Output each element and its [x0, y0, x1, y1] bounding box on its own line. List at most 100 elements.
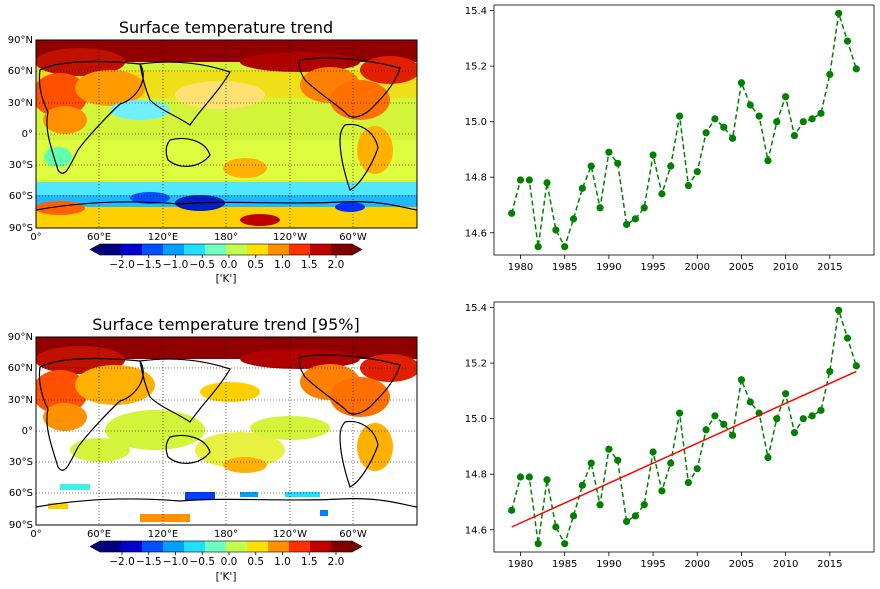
- lon-tick: 60°W: [339, 232, 367, 243]
- x-tick-label: 2015: [817, 559, 842, 570]
- data-point: [587, 459, 595, 467]
- data-point: [693, 168, 701, 176]
- data-point: [605, 148, 613, 156]
- colorbar-segment: [247, 541, 269, 552]
- data-point: [808, 412, 816, 420]
- colorbar-extend-high: [351, 243, 363, 256]
- data-point: [622, 220, 631, 229]
- x-tick-label: 2010: [773, 559, 798, 570]
- data-point: [675, 112, 684, 120]
- data-point: [667, 459, 675, 467]
- lat-tick: 90°S: [9, 223, 33, 234]
- colorbar-tick: 2.0: [328, 556, 345, 568]
- data-point: [667, 162, 675, 170]
- colorbar-tick: 1.0: [274, 259, 291, 271]
- lat-ticks: 90°N 60°N 30°N 0° 30°S 60°S 90°S: [8, 35, 33, 234]
- x-tick-label: 1990: [596, 262, 621, 273]
- x-tick-label: 1980: [508, 559, 533, 570]
- data-point: [552, 523, 560, 531]
- data-point: [543, 476, 551, 484]
- colorbar-segment: [121, 244, 143, 255]
- data-point: [835, 306, 843, 314]
- lat-ticks: 90°N 60°N 30°N 0° 30°S 60°S 90°S: [8, 332, 33, 531]
- lat-tick: 30°S: [9, 457, 33, 468]
- data-point: [640, 501, 648, 509]
- lat-tick: 90°S: [9, 520, 33, 531]
- colorbar-segment: [268, 541, 290, 552]
- colorbar-segment: [289, 541, 311, 552]
- y-tick-label: 15.2: [465, 359, 487, 370]
- data-point: [693, 465, 701, 473]
- data-point: [764, 453, 772, 462]
- data-point: [578, 481, 586, 489]
- data-point: [720, 420, 728, 428]
- data-point: [790, 131, 799, 140]
- y-tick-label: 15.4: [465, 6, 487, 17]
- colorbar-segment: [268, 244, 290, 255]
- data-point: [631, 215, 639, 223]
- plot-frame: [493, 301, 875, 553]
- data-point: [508, 506, 516, 514]
- lon-tick: 120°E: [148, 529, 178, 540]
- data-point: [799, 118, 807, 126]
- x-tick-label: 1980: [508, 262, 533, 273]
- data-point: [684, 478, 693, 487]
- colorbar-tick: −2.0: [109, 556, 135, 568]
- colorbar-segment: [331, 541, 353, 552]
- lon-ticks: 0° 60°E 120°E 180° 120°W 60°W: [30, 232, 367, 243]
- data-point: [614, 456, 622, 464]
- x-tick-label: 1985: [552, 262, 577, 273]
- colorbar-segment: [142, 541, 164, 552]
- data-point: [702, 129, 710, 137]
- colorbar-segment: [205, 244, 227, 255]
- colorbar: −2.0 −1.5 −1.0 −0.5 0.0 0.5 1.0 1.5 2.0: [89, 540, 363, 568]
- colorbar-tick: 0.5: [247, 556, 264, 568]
- colorbar-extend-high: [351, 540, 363, 553]
- x-tick-label: 1995: [640, 262, 665, 273]
- data-point: [817, 109, 825, 117]
- lon-tick: 0°: [30, 232, 41, 243]
- data-point: [649, 448, 657, 456]
- map-panel-top: Surface temperature trend: [8, 18, 418, 285]
- data-point: [569, 215, 578, 223]
- lon-tick: 180°: [214, 232, 238, 243]
- y-tick-label: 15.0: [465, 117, 487, 128]
- lon-tick: 60°E: [87, 529, 111, 540]
- data-point: [578, 184, 586, 192]
- data-point: [516, 473, 525, 481]
- lat-tick: 60°N: [8, 66, 33, 77]
- series-line: [510, 13, 858, 249]
- data-point: [729, 134, 737, 142]
- data-point: [790, 428, 799, 437]
- y-tick-label: 14.6: [465, 525, 487, 536]
- data-point: [720, 123, 728, 131]
- lon-ticks: 0° 60°E 120°E 180° 120°W 60°W: [30, 529, 367, 540]
- x-tick-label: 2000: [685, 559, 710, 570]
- data-point: [799, 415, 807, 423]
- lat-tick: 60°N: [8, 363, 33, 374]
- lon-tick: 120°E: [148, 232, 178, 243]
- data-point: [561, 243, 569, 251]
- colorbar-tick: −0.5: [190, 259, 216, 271]
- y-tick-label: 14.8: [465, 470, 487, 481]
- colorbar-tick: −2.0: [109, 259, 135, 271]
- data-point: [525, 473, 533, 481]
- trend-line: [511, 370, 857, 528]
- colorbar-segment: [310, 541, 332, 552]
- data-point: [808, 115, 816, 123]
- data-point: [782, 93, 790, 101]
- data-point: [508, 209, 516, 217]
- data-point: [737, 376, 746, 384]
- series-line: [510, 310, 858, 546]
- data-point: [746, 101, 754, 109]
- colorbar-segment: [289, 244, 311, 255]
- y-tick-label: 15.0: [465, 414, 487, 425]
- colorbar-segment: [226, 244, 248, 255]
- x-tick-label: 1995: [640, 559, 665, 570]
- lon-tick: 120°W: [273, 232, 307, 243]
- data-point: [764, 156, 772, 165]
- data-point: [684, 181, 693, 190]
- colorbar-tick: 1.5: [301, 556, 318, 568]
- colorbar-extend-low: [89, 540, 101, 553]
- data-point: [843, 37, 852, 45]
